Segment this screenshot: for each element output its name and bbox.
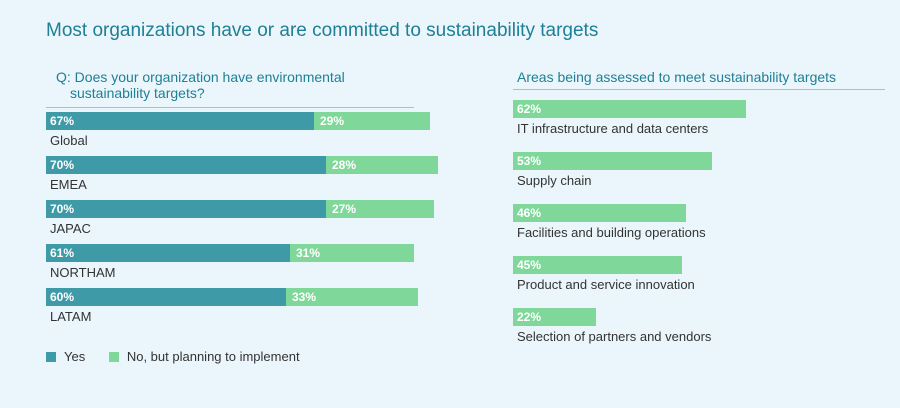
category-label: LATAM <box>50 309 92 324</box>
bar <box>513 152 713 170</box>
page-title: Most organizations have or are committed… <box>46 20 599 41</box>
legend: Yes No, but planning to implement <box>46 348 320 364</box>
data-label: 53% <box>517 154 542 168</box>
bar-yes <box>46 200 326 218</box>
category-label: Facilities and building operations <box>517 225 706 240</box>
bar-no <box>314 112 430 130</box>
bar-yes <box>46 156 326 174</box>
data-label: 62% <box>517 102 542 116</box>
bar <box>513 308 596 326</box>
category-label: Global <box>50 133 88 148</box>
category-label: IT infrastructure and data centers <box>517 121 709 136</box>
data-label: 46% <box>517 206 542 220</box>
data-label-no: 29% <box>320 114 345 128</box>
data-label: 45% <box>517 258 542 272</box>
left-panel-question: Q: Does your organization have environme… <box>56 69 416 101</box>
bar-no <box>326 156 438 174</box>
bar-no <box>286 288 418 306</box>
question-line-1: Q: Does your organization have environme… <box>56 69 345 85</box>
bar <box>513 100 747 118</box>
data-label-yes: 67% <box>50 114 75 128</box>
data-label-no: 28% <box>332 158 357 172</box>
data-label-no: 27% <box>332 202 357 216</box>
category-label: EMEA <box>50 177 87 192</box>
legend-swatch-no <box>108 352 119 363</box>
category-label: NORTHAM <box>50 265 116 280</box>
data-label-no: 33% <box>292 290 317 304</box>
bar <box>513 256 683 274</box>
data-label-no: 31% <box>296 246 321 260</box>
data-label-yes: 70% <box>50 202 75 216</box>
regional-targets-chart: 67% 29% Global 70% 28% EMEA 70% 27% JAPAC 61% 31% N… <box>46 112 446 332</box>
category-label: Product and service innovation <box>517 277 695 292</box>
bar-no <box>326 200 434 218</box>
category-label: JAPAC <box>50 221 91 236</box>
data-label-yes: 70% <box>50 158 75 172</box>
legend-swatch-yes <box>46 352 56 363</box>
category-label: Supply chain <box>517 173 592 188</box>
bar-yes <box>46 112 314 130</box>
legend-label-no: No, but planning to implement <box>126 349 300 365</box>
bar-yes <box>46 244 290 262</box>
legend-label-yes: Yes <box>64 349 86 365</box>
right-panel-title: Areas being assessed to meet sustainabil… <box>517 69 837 85</box>
bar <box>513 204 686 222</box>
data-label: 22% <box>517 310 542 324</box>
legend-item-no: No, but planning to implement <box>108 349 300 365</box>
legend-item-yes: Yes <box>46 349 85 364</box>
bar-no <box>290 244 414 262</box>
data-label-yes: 60% <box>50 290 75 304</box>
bar-yes <box>46 288 286 306</box>
data-label-yes: 61% <box>50 246 75 260</box>
category-label: Selection of partners and vendors <box>517 329 712 344</box>
left-divider <box>46 107 414 108</box>
areas-assessed-chart: 62% IT infrastructure and data centers 53%… <box>513 100 893 350</box>
right-divider <box>513 89 885 90</box>
question-line-2: sustainability targets? <box>70 85 205 101</box>
